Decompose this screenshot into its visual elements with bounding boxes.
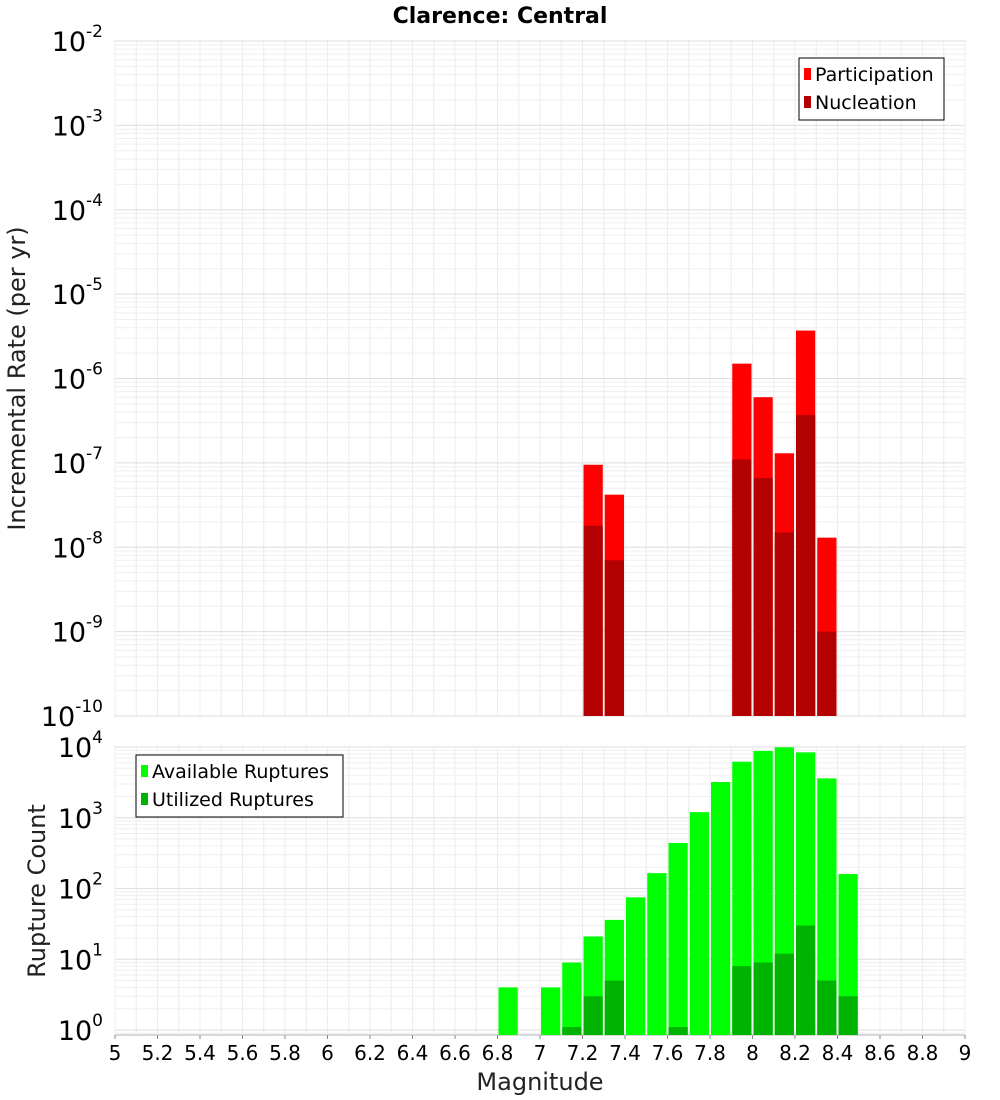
bar-nucleation (604, 560, 624, 716)
y-tick-label: 101 (58, 940, 103, 976)
x-axis-label: Magnitude (476, 1068, 603, 1096)
x-tick-label: 6.8 (482, 1041, 514, 1065)
x-tick-label: 9 (959, 1041, 972, 1065)
count-panel: 100 101 102 103 104 5 5.2 5.4 5.6 5.8 6 6.2 6.4 6.6 6… (23, 728, 971, 1096)
count-y-ticks: 100 101 102 103 104 (58, 728, 103, 1047)
bar-nucleation (796, 414, 816, 716)
rate-y-axis-label: Incremental Rate (per yr) (3, 226, 31, 530)
rate-panel: 10-10 10-9 10-8 10-7 10-6 10-5 10-4 10-3 10-2 In… (3, 22, 966, 733)
y-tick-label: 103 (58, 799, 103, 835)
y-tick-label: 10-6 (52, 360, 103, 396)
bar-available-ruptures (647, 873, 667, 1035)
legend-swatch (141, 765, 148, 777)
x-tick-label: 8.4 (822, 1041, 854, 1065)
count-legend: Available Ruptures Utilized Ruptures (135, 754, 344, 818)
bar-utilized-ruptures (774, 953, 794, 1035)
bar-available-ruptures (817, 778, 837, 1035)
y-tick-label: 10-10 (41, 697, 103, 733)
legend-label: Utilized Ruptures (152, 789, 314, 811)
bar-nucleation (774, 532, 794, 716)
y-tick-label: 10-4 (52, 191, 103, 227)
bar-utilized-ruptures (753, 962, 773, 1035)
bar-available-ruptures (562, 962, 582, 1035)
bar-utilized-ruptures (817, 980, 837, 1035)
rate-grid (114, 40, 966, 717)
magnitude-x-ticks: 5 5.2 5.4 5.6 5.8 6 6.2 6.4 6.6 6.8 7 7.2 7.4 7.6 7.8 8… (109, 1035, 972, 1065)
y-tick-label: 104 (58, 728, 103, 764)
chart-title: Clarence: Central (393, 4, 608, 29)
x-tick-label: 8 (746, 1041, 759, 1065)
x-tick-label: 7 (534, 1041, 547, 1065)
x-tick-label: 6.4 (397, 1041, 429, 1065)
count-y-axis-label: Rupture Count (23, 804, 51, 978)
rate-legend: Participation Nucleation (798, 57, 945, 121)
bar-utilized-ruptures (583, 996, 603, 1035)
y-tick-label: 10-8 (52, 528, 103, 564)
x-tick-label: 8.2 (779, 1041, 811, 1065)
bar-available-ruptures (838, 874, 858, 1035)
x-tick-label: 7.6 (652, 1041, 684, 1065)
bar-available-ruptures (689, 812, 709, 1035)
x-tick-label: 7.8 (694, 1041, 726, 1065)
y-tick-label: 10-9 (52, 613, 103, 649)
legend-label: Nucleation (815, 92, 917, 114)
x-tick-label: 5.8 (269, 1041, 301, 1065)
y-tick-label: 10-2 (52, 22, 103, 58)
x-tick-label: 5.2 (142, 1041, 174, 1065)
bar-available-ruptures (498, 987, 518, 1035)
bar-available-ruptures (626, 897, 646, 1035)
bar-utilized-ruptures (668, 1027, 688, 1035)
x-tick-label: 5.6 (227, 1041, 259, 1065)
y-tick-label: 100 (58, 1011, 103, 1047)
legend-box (798, 57, 945, 121)
bar-utilized-ruptures (732, 966, 752, 1035)
bar-nucleation (583, 525, 603, 716)
y-tick-label: 10-7 (52, 444, 103, 480)
x-tick-label: 7.4 (609, 1041, 641, 1065)
x-tick-label: 8.8 (907, 1041, 939, 1065)
x-tick-label: 5.4 (184, 1041, 216, 1065)
x-tick-label: 6 (321, 1041, 334, 1065)
y-tick-label: 102 (58, 870, 103, 906)
legend-label: Available Ruptures (152, 761, 329, 783)
rate-y-ticks: 10-10 10-9 10-8 10-7 10-6 10-5 10-4 10-3 10-2 (41, 22, 103, 733)
bar-nucleation (732, 459, 752, 716)
legend-swatch (141, 793, 148, 805)
bar-available-ruptures (668, 842, 688, 1035)
legend-label: Participation (815, 64, 934, 86)
x-tick-label: 5 (109, 1041, 122, 1065)
legend-box (135, 754, 344, 818)
x-tick-label: 6.6 (439, 1041, 471, 1065)
y-tick-label: 10-3 (52, 106, 103, 142)
bar-nucleation (753, 478, 773, 716)
x-tick-label: 6.2 (354, 1041, 386, 1065)
bar-nucleation (817, 631, 837, 716)
bar-utilized-ruptures (838, 996, 858, 1035)
x-tick-label: 7.2 (567, 1041, 599, 1065)
legend-swatch (804, 96, 811, 108)
bar-utilized-ruptures (604, 980, 624, 1035)
bar-utilized-ruptures (562, 1027, 582, 1035)
y-tick-label: 10-5 (52, 275, 103, 311)
count-bars (498, 747, 858, 1035)
legend-swatch (804, 68, 811, 80)
bar-utilized-ruptures (796, 925, 816, 1035)
x-tick-label: 8.6 (864, 1041, 896, 1065)
bar-available-ruptures (541, 987, 561, 1035)
bar-available-ruptures (711, 782, 731, 1035)
rate-bars (583, 330, 837, 716)
